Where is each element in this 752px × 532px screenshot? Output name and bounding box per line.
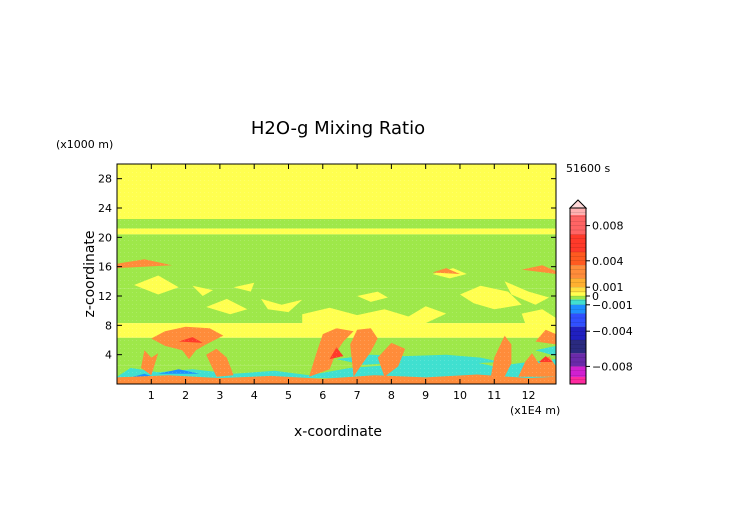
- colorbar-tick-label: −0.001: [592, 299, 633, 312]
- plot-frame: [116, 163, 557, 385]
- colorbar-tick-label: −0.008: [592, 360, 633, 373]
- colorbar-tick-label: 0.004: [592, 255, 624, 268]
- x-tick-label: 6: [319, 389, 326, 402]
- colorbar-segment: [570, 208, 586, 216]
- y-tick-label: 20: [98, 231, 112, 244]
- colorbar-segment: [570, 340, 586, 354]
- x-axis-label: x-coordinate: [294, 424, 382, 440]
- x-tick-label: 7: [354, 389, 361, 402]
- y-axis: 4 8 12 16 20 24 28: [98, 173, 556, 362]
- heatmap-field: [117, 164, 556, 384]
- colorbar-segment: [570, 299, 586, 305]
- colorbar-segment: [570, 265, 586, 279]
- x-tick-label: 10: [453, 389, 467, 402]
- x-tick-label: 11: [487, 389, 501, 402]
- x-axis: 1 2 3 4 5 6 7 8 9 10 11 12: [148, 164, 536, 402]
- x-tick-label: 1: [148, 389, 155, 402]
- colorbar-segment: [570, 287, 586, 293]
- colorbar-segment: [570, 278, 586, 288]
- colorbar-extend-arrow: [568, 199, 588, 209]
- colorbar-segment: [570, 366, 586, 377]
- colorbar-segment: [570, 376, 586, 384]
- x-tick-label: 12: [522, 389, 536, 402]
- x-tick-label: 2: [182, 389, 189, 402]
- colorbar-tick-label: 0.001: [592, 281, 624, 294]
- colorbar-segment: [570, 326, 586, 340]
- colorbar-segment: [570, 292, 586, 296]
- chart-title: H2O-g Mixing Ratio: [251, 118, 425, 139]
- x-tick-label: 9: [422, 389, 429, 402]
- x-tick-label: 3: [216, 389, 223, 402]
- y-axis-label: z-coordinate: [82, 230, 98, 317]
- colorbar-segment: [570, 252, 586, 266]
- colorbar-tick-label: 0.008: [592, 220, 624, 233]
- colorbar-segment: [570, 304, 586, 314]
- colorbar-segment: [570, 313, 586, 327]
- time-label: 51600 s: [566, 162, 610, 175]
- y-tick-label: 8: [105, 319, 112, 332]
- x-tick-label: 4: [251, 389, 258, 402]
- colorbar-tick-label: −0.004: [592, 325, 633, 338]
- x-unit-label: (x1E4 m): [510, 404, 560, 417]
- x-tick-label: 5: [285, 389, 292, 402]
- colorbar-segment: [570, 234, 586, 252]
- colorbar-tick-label: 0: [592, 290, 599, 303]
- y-tick-label: 28: [98, 173, 112, 186]
- x-tick-label: 8: [388, 389, 395, 402]
- y-tick-label: 16: [98, 261, 112, 274]
- y-tick-label: 12: [98, 290, 112, 303]
- y-unit-label: (x1000 m): [56, 138, 113, 151]
- colorbar-segment: [570, 215, 586, 235]
- y-tick-label: 4: [105, 349, 112, 362]
- y-tick-label: 24: [98, 202, 112, 215]
- field-texture: [117, 164, 556, 384]
- colorbar-segment: [570, 353, 586, 367]
- colorbar-segment: [570, 296, 586, 300]
